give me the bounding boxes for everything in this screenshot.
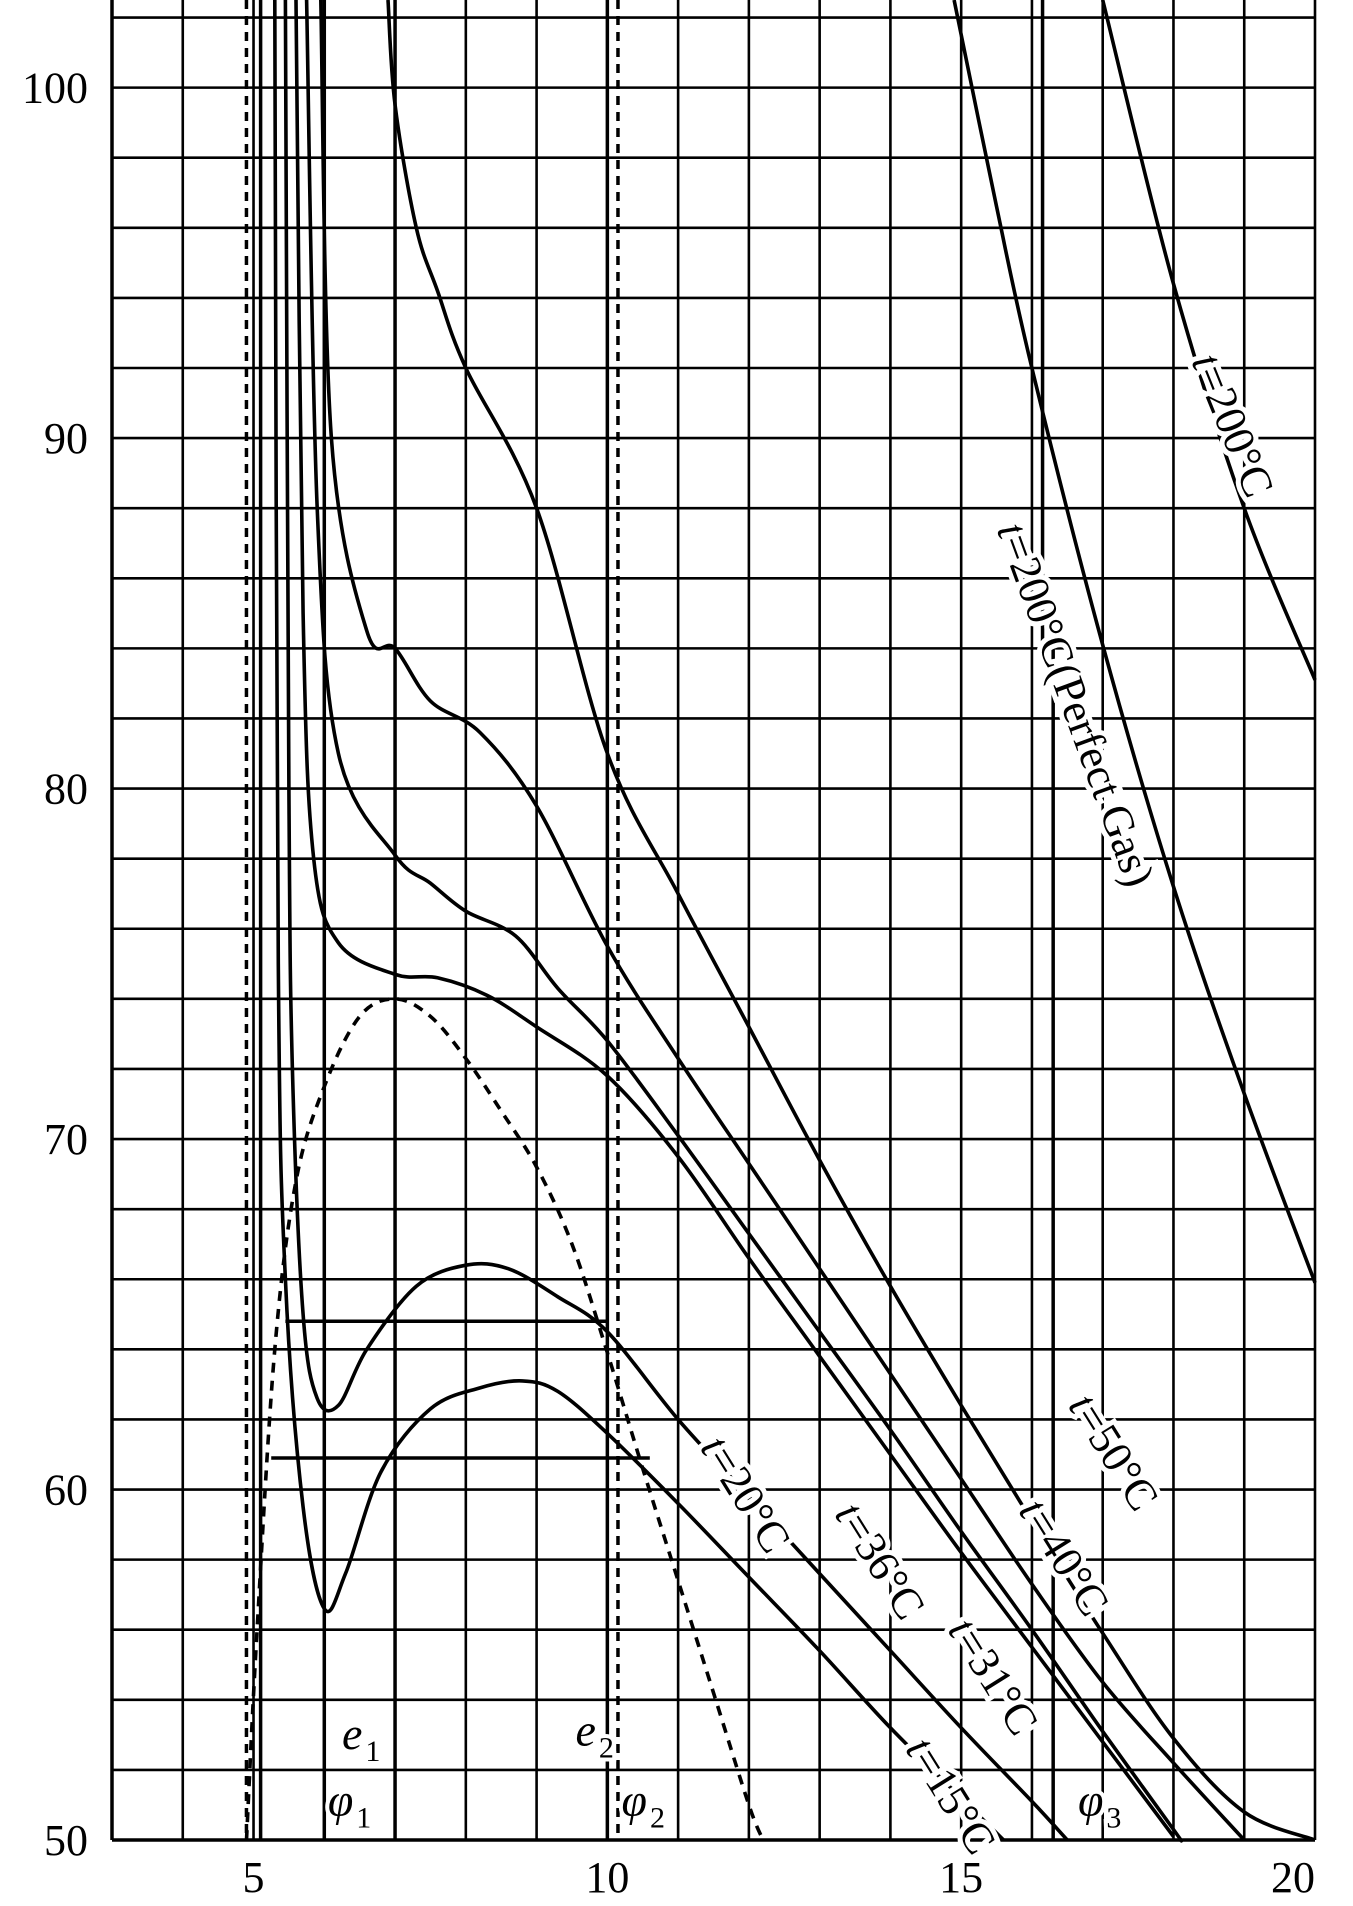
x-tick-label: 5 [243, 1853, 265, 1902]
curve-label: t=15°C [896, 1728, 1005, 1863]
series-line [294, 0, 1175, 1838]
curve-label: t=200°C [1182, 346, 1284, 503]
y-tick-label: 60 [44, 1466, 88, 1515]
series-line [1100, 0, 1317, 681]
curve-labels: t=15°Ct=20°Ct=31°Ct=36°C t=40°Ct=50°Ct=20… [324, 341, 1289, 1867]
y-tick-label: 70 [44, 1115, 88, 1164]
y-tick-label: 100 [22, 64, 88, 113]
y-tick-label: 80 [44, 765, 88, 814]
y-tick-label: 50 [44, 1816, 88, 1865]
series-line [952, 0, 1317, 1284]
tick-labels: 50 60 70 80 90 100 5 10 15 20 [22, 64, 1315, 1902]
curve-label: t=200°C(Perfect Gas) [987, 516, 1164, 893]
x-tick-label: 15 [939, 1853, 983, 1902]
grid [110, 0, 1317, 1842]
x-tick-label: 20 [1271, 1853, 1315, 1902]
series-line [273, 0, 1005, 1842]
saturation-dome-line [244, 997, 765, 1841]
series-line [386, 0, 1316, 1842]
curve-label: t=20°C [691, 1427, 800, 1562]
x-tick-label: 10 [585, 1853, 629, 1902]
reference-lines [244, 0, 1055, 1840]
series-line [283, 0, 1069, 1842]
y-tick-label: 90 [44, 414, 88, 463]
series-group [244, 0, 1317, 1843]
curve-label: t=50°C [1059, 1385, 1168, 1520]
series-line [304, 0, 1184, 1843]
series-line [319, 0, 1246, 1842]
